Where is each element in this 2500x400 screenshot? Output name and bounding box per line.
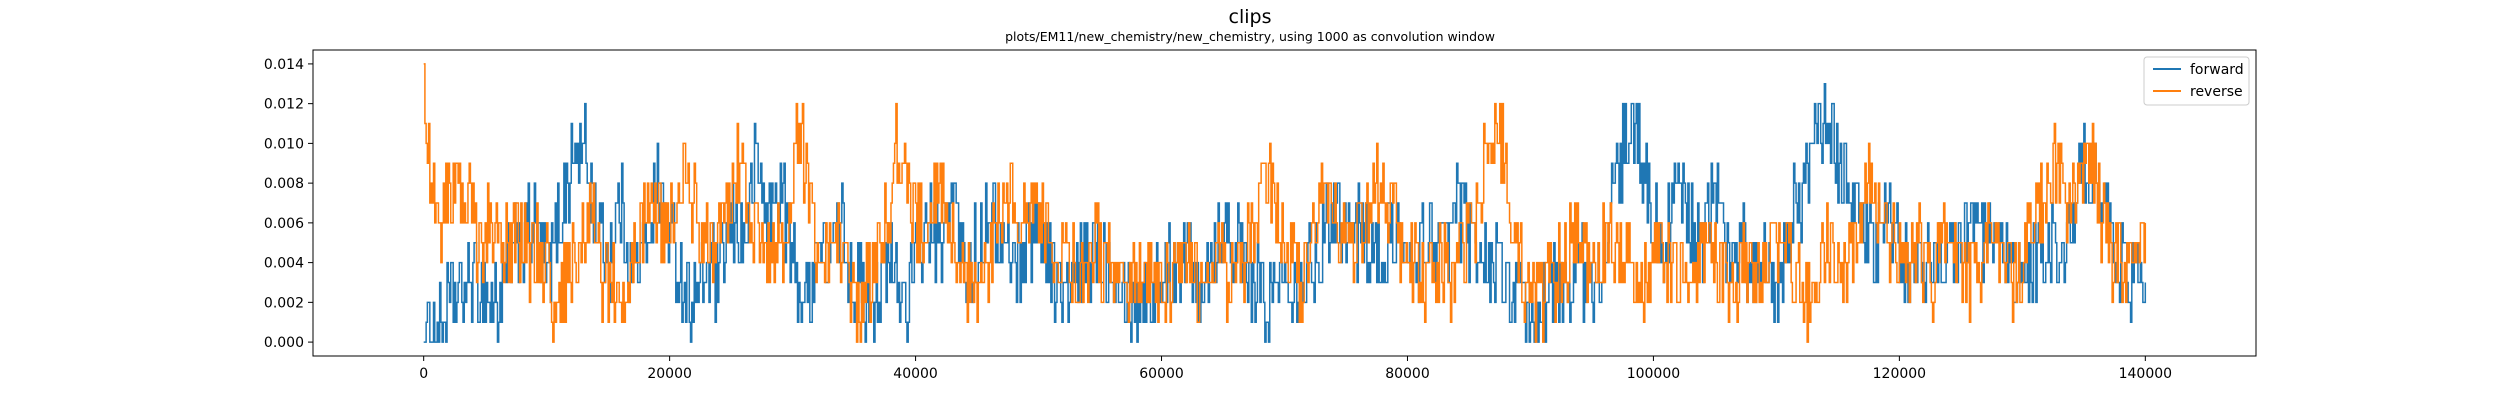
y-tick-label: 0.002 [264,295,304,311]
y-tick-label: 0.014 [264,57,304,73]
y-tick-label: 0.010 [264,136,304,152]
series-layer [423,63,2147,343]
y-tick-label: 0.004 [264,256,304,272]
x-tick-label: 100000 [1627,366,1680,382]
y-tick-label: 0.000 [264,335,304,351]
series-line-reverse [423,63,2147,343]
x-tick-label: 40000 [893,366,938,382]
x-axis: 0 20000 40000 60000 80000 100000 120000 140000 [419,356,2172,382]
x-tick-label: 20000 [647,366,692,382]
y-tick-label: 0.006 [264,216,304,232]
series-line-forward [423,83,2147,343]
y-tick-label: 0.012 [264,97,304,113]
axes-frame [312,49,2257,357]
plot-area: 0 20000 40000 60000 80000 100000 120000 140000 … [264,49,2257,382]
x-tick-label: 60000 [1139,366,1184,382]
legend-label-forward: forward [2190,62,2244,78]
y-tick-label: 0.008 [264,176,304,192]
x-tick-label: 120000 [1873,366,1926,382]
y-axis: 0.000 0.002 0.004 0.006 0.008 0.010 0.012 0.014 [264,57,313,351]
x-tick-label: 140000 [2119,366,2172,382]
legend: forward reverse [2143,56,2250,106]
chart-subtitle: plots/EM11/new_chemistry/new_chemistry, … [1005,29,1495,44]
legend-label-reverse: reverse [2190,84,2243,100]
x-tick-label: 0 [419,366,428,382]
chart-title: clips [1229,6,1272,28]
x-tick-label: 80000 [1385,366,1430,382]
